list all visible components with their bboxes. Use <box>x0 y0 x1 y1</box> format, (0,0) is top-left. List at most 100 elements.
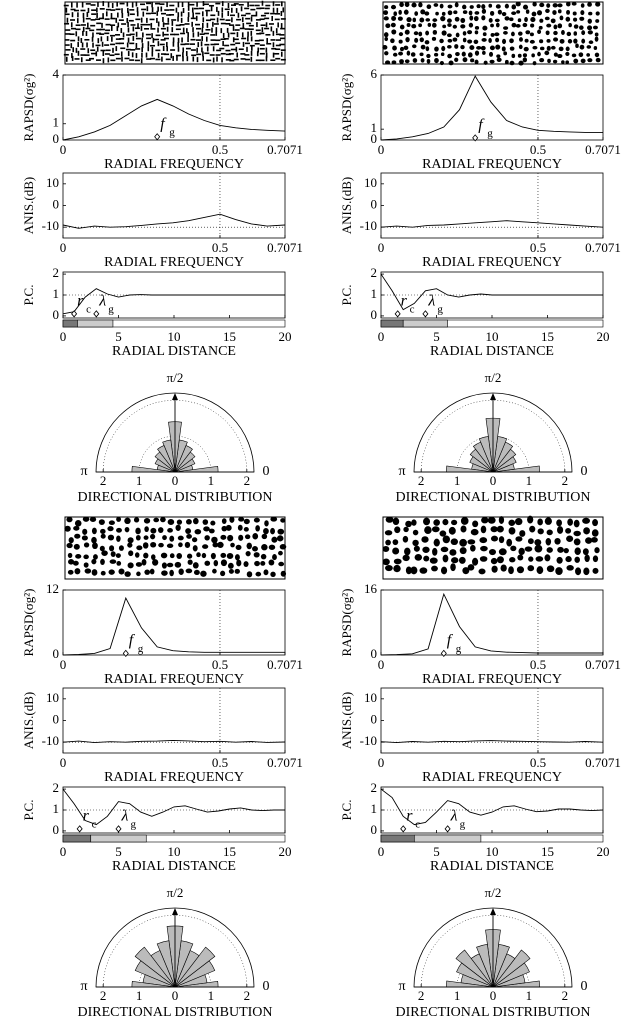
texture-blob <box>221 57 223 62</box>
texture-blob <box>152 47 154 52</box>
texture-blob <box>266 56 268 61</box>
texture-blob <box>511 4 516 9</box>
texture-blob <box>481 38 486 42</box>
texture-blob <box>260 60 265 62</box>
texture-blob <box>517 554 523 560</box>
texture-blob <box>422 547 429 553</box>
texture-blob <box>202 553 207 558</box>
texture-blob <box>204 561 210 566</box>
texture-blob <box>455 52 460 56</box>
texture-blob <box>279 34 284 36</box>
texture-blob <box>176 56 178 61</box>
texture-blob <box>65 13 70 15</box>
marker-label: f <box>478 117 485 134</box>
plot-frame <box>381 688 603 753</box>
angle-label: π <box>80 979 87 994</box>
plot-frame <box>381 590 603 655</box>
texture-blob <box>587 58 592 62</box>
texture-blob <box>170 49 175 51</box>
texture-blob <box>413 18 417 23</box>
texture-blob <box>96 8 98 13</box>
texture-blob <box>266 38 268 43</box>
texture-blob <box>529 526 535 533</box>
texture-blob <box>116 535 121 541</box>
texture-blob <box>107 526 113 531</box>
texture-blob <box>425 18 430 22</box>
texture-blob <box>262 27 264 32</box>
texture-blob <box>573 31 577 36</box>
texture-blob <box>92 32 94 37</box>
texture-blob <box>425 40 430 44</box>
texture-blob <box>234 59 239 61</box>
texture-blob <box>227 11 229 16</box>
texture-blob <box>441 52 445 56</box>
texture-blob <box>211 39 216 41</box>
x-axis-label: RADIAL FREQUENCY <box>104 770 244 785</box>
texture-blob <box>443 536 450 544</box>
texture-blob <box>64 526 70 532</box>
texture-blob <box>250 31 252 36</box>
x-tick-label: 10 <box>486 844 499 859</box>
texture-blob <box>64 39 69 41</box>
texture-blob <box>560 39 565 44</box>
texture-blob <box>129 59 134 61</box>
texture-blob <box>211 553 216 559</box>
texture-blob <box>581 59 586 64</box>
texture-blob <box>239 48 244 50</box>
x-axis-label: RADIAL FREQUENCY <box>104 157 244 172</box>
texture-blob <box>547 547 553 553</box>
texture-blob <box>265 5 270 7</box>
marker-subscript: g <box>456 643 462 655</box>
x-tick-label: 0.5 <box>212 657 228 672</box>
texture-blob <box>433 30 437 35</box>
texture-blob <box>251 17 253 22</box>
texture-blob <box>475 26 479 30</box>
texture-blob <box>222 1 224 6</box>
texture-blob <box>261 24 266 26</box>
texture-blob <box>271 16 273 21</box>
texture-blob <box>161 553 167 559</box>
texture-blob <box>193 32 195 37</box>
texture-blob <box>128 38 130 43</box>
texture-blob <box>210 521 215 526</box>
marker-subscript: c <box>92 818 97 830</box>
angle-label: π/2 <box>167 370 184 385</box>
texture-blob <box>117 13 119 18</box>
texture-blob <box>144 518 150 524</box>
x-axis-label: RADIAL FREQUENCY <box>422 157 562 172</box>
texture-blob <box>251 46 253 51</box>
texture-blob <box>192 13 194 18</box>
texture-blob <box>90 49 95 51</box>
texture-blob <box>186 51 188 56</box>
marker-label: r <box>83 807 90 824</box>
texture-blob <box>448 39 453 43</box>
texture-blob <box>119 43 124 45</box>
texture-blob <box>105 29 110 31</box>
marker <box>123 650 128 656</box>
texture-blob <box>244 54 249 56</box>
x-tick-label: 0 <box>378 142 385 157</box>
texture-blob <box>161 28 166 30</box>
texture-blob <box>244 8 249 10</box>
texture-blob <box>220 19 225 21</box>
texture-blob <box>405 521 412 527</box>
texture-blob <box>116 517 121 522</box>
texture-blob <box>167 27 169 32</box>
texture-blob <box>269 559 275 565</box>
texture-blob <box>282 7 284 12</box>
figure: 00.50.7071014fgRADIAL FREQUENCYRAPSD(σg²… <box>0 0 636 1030</box>
texture-blob <box>99 33 104 35</box>
texture-blob <box>566 565 573 571</box>
texture-blob <box>384 5 388 9</box>
texture-blob <box>65 29 70 31</box>
r-tick-label: 1 <box>136 988 143 1003</box>
x-tick-label: 0.7071 <box>585 755 621 770</box>
texture-blob <box>124 518 130 524</box>
texture-blob <box>161 6 163 11</box>
texture-blob <box>186 569 193 574</box>
angle-label: π <box>398 979 405 994</box>
texture-blob <box>271 537 277 543</box>
texture-blob <box>64 5 69 7</box>
texture-blob <box>246 47 248 52</box>
texture-blob <box>169 570 174 576</box>
